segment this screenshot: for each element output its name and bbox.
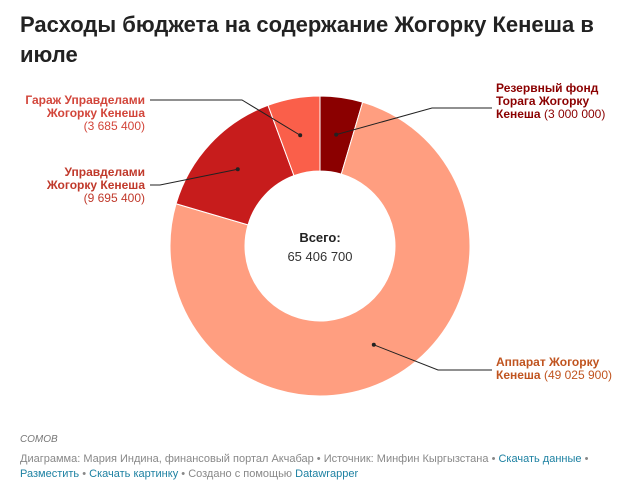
donut-slice-apparatus: [169, 101, 471, 397]
donut-slice-garage: [267, 95, 321, 177]
label-administration: Управделами Жогорку Кенеша (9 695 400): [20, 166, 145, 205]
footer-sep-4: •: [82, 468, 87, 480]
leader-line-apparatus: [373, 344, 492, 371]
label-apparatus-value: (49 025 900): [543, 368, 613, 382]
footer-sep-1: •: [316, 453, 321, 465]
label-apparatus-line1: Аппарат Жогорку: [496, 355, 600, 369]
embed-link[interactable]: Разместить: [20, 468, 80, 480]
label-reserve-line2: Торага Жогорку: [496, 94, 590, 108]
footer-sep-5: •: [181, 468, 186, 480]
label-reserve-value: (3 000 000): [543, 107, 606, 121]
leader-dot-reserve-fund: [334, 132, 339, 137]
leader-dot-apparatus: [371, 342, 376, 347]
footer-created-with: Создано с помощью: [188, 468, 293, 480]
label-admin-value: (9 695 400): [83, 191, 145, 205]
footer-credit: Диаграмма: Мария Индина, финансовый порт…: [20, 453, 314, 465]
label-admin-line2: Жогорку Кенеша: [46, 178, 145, 192]
label-admin-line1: Управделами: [64, 165, 145, 179]
center-label: Всего:: [299, 230, 340, 245]
footer-sep-3: •: [584, 453, 589, 465]
download-data-link[interactable]: Скачать данные: [498, 453, 582, 465]
footer: Диаграмма: Мария Индина, финансовый порт…: [20, 452, 610, 482]
download-image-link[interactable]: Скачать картинку: [89, 468, 179, 480]
label-reserve-line1: Резервный фонд: [496, 81, 599, 95]
label-garage-line1: Гараж Управделами: [25, 93, 145, 107]
label-garage-value: (3 685 400): [83, 119, 145, 133]
datawrapper-link[interactable]: Datawrapper: [295, 468, 359, 480]
leader-line-administration: [150, 168, 238, 186]
center-value: 65 406 700: [287, 249, 352, 264]
leader-dot-administration: [235, 167, 240, 172]
leader-dot-garage: [298, 133, 303, 138]
leader-line-reserve-fund: [336, 107, 492, 136]
footer-sep-2: •: [491, 453, 496, 465]
label-garage: Гараж Управделами Жогорку Кенеша (3 685 …: [20, 94, 145, 133]
label-reserve-fund: Резервный фонд Торага Жогорку Кенеша (3 …: [496, 82, 605, 121]
footer-source: Источник: Минфин Кыргызстана: [323, 453, 489, 465]
label-apparatus-line2: Кенеша: [496, 368, 541, 382]
chart-title: Расходы бюджета на содержание Жогорку Ке…: [20, 12, 594, 67]
label-apparatus: Аппарат Жогорку Кенеша (49 025 900): [496, 356, 612, 382]
label-garage-line2: Жогорку Кенеша: [46, 106, 145, 120]
leader-line-garage: [150, 99, 301, 136]
label-reserve-line3: Кенеша: [496, 107, 541, 121]
notes-units: СОМОВ: [20, 434, 58, 445]
